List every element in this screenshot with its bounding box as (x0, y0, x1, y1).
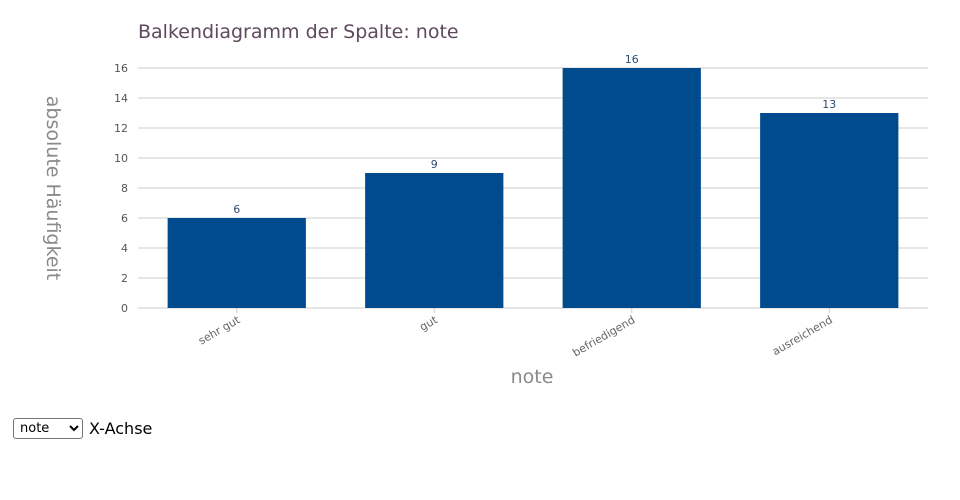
bar-chart: Balkendiagramm der Spalte: note 0 2 4 6 8 10 1… (42, 21, 928, 388)
data-label: 6 (233, 203, 240, 216)
y-tick-label: 10 (114, 152, 128, 165)
y-tick-label: 8 (121, 182, 128, 195)
y-tick-label: 12 (114, 122, 128, 135)
y-tick-label: 14 (114, 92, 128, 105)
bar[interactable] (760, 113, 899, 308)
chart-area: Balkendiagramm der Spalte: note 0 2 4 6 8 10 1… (42, 21, 928, 388)
data-labels: 6 9 16 13 (233, 53, 836, 216)
x-axis-select[interactable]: note (13, 418, 83, 439)
x-axis-select-label: X-Achse (89, 419, 153, 438)
data-label: 9 (431, 158, 438, 171)
x-tick-label: ausreichend (770, 313, 835, 358)
data-label: 16 (625, 53, 639, 66)
y-tick-label: 4 (121, 242, 128, 255)
bar[interactable] (167, 218, 306, 308)
x-axis-title: note (511, 366, 554, 388)
y-axis-title: absolute Häufigkeit (42, 96, 64, 280)
axis-controls: note X-Achse (13, 418, 152, 439)
bar[interactable] (365, 173, 504, 308)
x-tick-label: befriedigend (570, 313, 637, 359)
y-tick-label: 6 (121, 212, 128, 225)
x-tick-labels: sehr gut gut befriedigend ausreichend (196, 308, 835, 359)
bar[interactable] (562, 68, 701, 308)
bars (167, 68, 899, 308)
data-label: 13 (822, 98, 836, 111)
y-tick-labels: 0 2 4 6 8 10 12 14 16 (114, 62, 128, 315)
x-tick-label: gut (417, 313, 440, 334)
y-tick-label: 2 (121, 272, 128, 285)
y-tick-label: 16 (114, 62, 128, 75)
chart-title: Balkendiagramm der Spalte: note (138, 21, 459, 43)
y-tick-label: 0 (121, 302, 128, 315)
x-tick-label: sehr gut (196, 313, 243, 347)
